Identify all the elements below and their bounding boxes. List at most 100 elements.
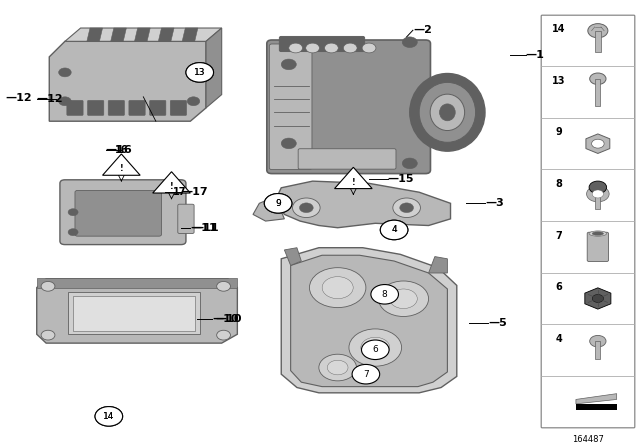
Circle shape: [349, 329, 402, 366]
Circle shape: [352, 364, 380, 384]
Text: —3: —3: [485, 198, 504, 208]
Circle shape: [281, 138, 296, 149]
Text: 6: 6: [556, 282, 563, 292]
Text: —5: —5: [488, 318, 507, 328]
Bar: [541, 273, 634, 324]
Circle shape: [41, 330, 55, 340]
Polygon shape: [206, 28, 221, 108]
Text: 9: 9: [275, 199, 281, 208]
Circle shape: [217, 330, 230, 340]
Text: 4: 4: [556, 334, 563, 344]
Circle shape: [390, 289, 417, 309]
Text: —15: —15: [388, 174, 414, 184]
Polygon shape: [284, 248, 301, 266]
Text: 7: 7: [363, 370, 369, 379]
Circle shape: [589, 73, 606, 85]
Text: 13: 13: [552, 76, 566, 86]
FancyBboxPatch shape: [75, 190, 161, 236]
Polygon shape: [586, 134, 610, 154]
Bar: [595, 31, 601, 52]
FancyBboxPatch shape: [269, 44, 312, 170]
Text: —17: —17: [181, 187, 207, 197]
FancyBboxPatch shape: [68, 292, 200, 334]
Text: 9: 9: [275, 199, 281, 208]
Circle shape: [187, 97, 200, 106]
Circle shape: [41, 281, 55, 291]
Circle shape: [186, 63, 214, 82]
Polygon shape: [335, 167, 372, 189]
Circle shape: [361, 337, 390, 358]
Polygon shape: [576, 394, 617, 404]
Text: 4: 4: [391, 225, 397, 234]
Circle shape: [281, 59, 296, 70]
Circle shape: [592, 294, 604, 302]
FancyBboxPatch shape: [280, 36, 365, 52]
Polygon shape: [36, 279, 237, 343]
FancyBboxPatch shape: [170, 100, 187, 116]
Bar: [541, 324, 634, 376]
Text: —10: —10: [212, 314, 239, 324]
Text: 14: 14: [103, 412, 115, 421]
Circle shape: [327, 360, 348, 375]
Text: 164487: 164487: [572, 435, 604, 444]
Circle shape: [589, 336, 606, 347]
Circle shape: [587, 186, 609, 202]
Ellipse shape: [589, 231, 607, 236]
Circle shape: [68, 228, 78, 236]
Circle shape: [393, 198, 420, 218]
Bar: [541, 15, 634, 427]
FancyBboxPatch shape: [298, 149, 396, 169]
Circle shape: [292, 198, 320, 218]
Circle shape: [59, 68, 71, 77]
Circle shape: [403, 158, 417, 169]
Polygon shape: [49, 41, 206, 121]
Polygon shape: [281, 248, 457, 393]
FancyBboxPatch shape: [267, 40, 431, 173]
Bar: [541, 15, 634, 66]
Text: —12: —12: [36, 94, 63, 104]
FancyBboxPatch shape: [178, 204, 194, 233]
Circle shape: [95, 407, 123, 426]
Text: !: !: [120, 164, 123, 173]
Text: —1: —1: [525, 50, 545, 60]
Circle shape: [380, 220, 408, 240]
Text: —16: —16: [106, 145, 132, 155]
FancyBboxPatch shape: [67, 100, 83, 116]
Polygon shape: [429, 257, 447, 273]
Polygon shape: [87, 28, 102, 41]
Bar: [595, 194, 600, 209]
Circle shape: [289, 43, 303, 53]
Bar: [541, 169, 634, 221]
Text: 14: 14: [103, 412, 115, 421]
Circle shape: [319, 354, 356, 381]
Text: 8: 8: [556, 179, 563, 189]
FancyBboxPatch shape: [88, 100, 104, 116]
Text: 9: 9: [556, 127, 563, 138]
Bar: [541, 118, 634, 169]
Circle shape: [403, 37, 417, 47]
Text: 7: 7: [556, 231, 563, 241]
Polygon shape: [111, 28, 126, 41]
Circle shape: [264, 194, 292, 213]
Circle shape: [591, 139, 604, 148]
Circle shape: [59, 97, 71, 106]
Circle shape: [380, 220, 408, 240]
Circle shape: [186, 63, 214, 82]
Text: —11: —11: [190, 223, 217, 233]
FancyBboxPatch shape: [73, 296, 195, 331]
FancyBboxPatch shape: [60, 180, 186, 245]
Polygon shape: [291, 255, 447, 387]
Text: !: !: [351, 178, 355, 187]
Bar: [541, 66, 634, 118]
FancyBboxPatch shape: [129, 100, 145, 116]
Text: —12: —12: [6, 93, 33, 103]
Ellipse shape: [430, 94, 465, 130]
FancyBboxPatch shape: [587, 232, 609, 262]
Circle shape: [187, 68, 200, 77]
Text: !: !: [170, 182, 173, 191]
Text: —11: —11: [192, 223, 219, 233]
Circle shape: [310, 267, 366, 308]
Circle shape: [306, 43, 319, 53]
Ellipse shape: [440, 104, 455, 121]
Text: 8: 8: [382, 290, 388, 299]
